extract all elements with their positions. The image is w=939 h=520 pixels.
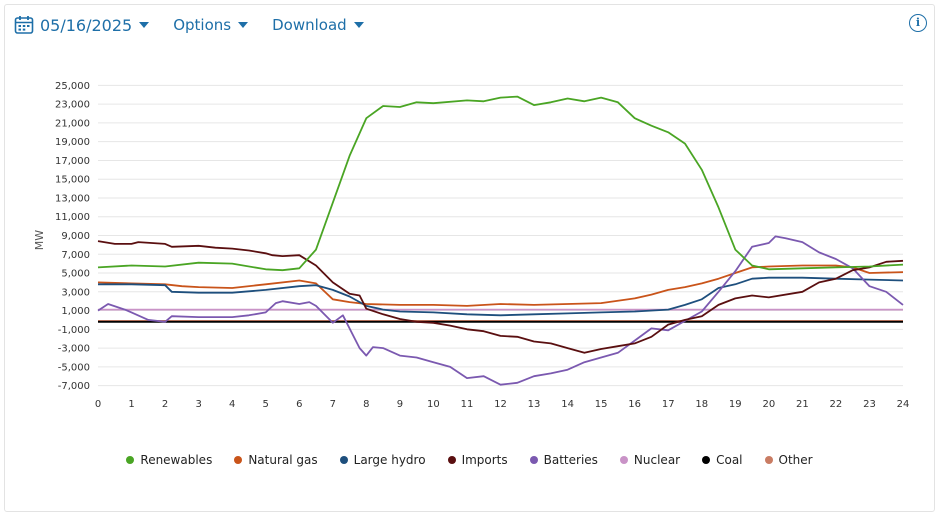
x-tick-label: 11 — [461, 399, 474, 410]
legend-item-renewables[interactable]: Renewables — [126, 453, 212, 467]
x-tick-label: 24 — [897, 399, 910, 410]
x-tick-label: 14 — [561, 399, 574, 410]
y-tick-label: 19,000 — [55, 137, 90, 148]
chevron-down-icon — [139, 22, 150, 28]
y-tick-label: -7,000 — [58, 381, 90, 392]
x-tick-label: 1 — [128, 399, 134, 410]
y-tick-label: -1,000 — [58, 325, 90, 336]
options-button[interactable]: Options — [173, 16, 249, 34]
series-line-renewables — [97, 95, 904, 272]
x-tick-label: 15 — [595, 399, 608, 410]
x-tick-label: 7 — [330, 399, 336, 410]
x-tick-label: 17 — [662, 399, 675, 410]
legend-item-nuclear[interactable]: Nuclear — [619, 453, 681, 467]
y-tick-label: 11,000 — [55, 212, 90, 223]
legend-marker — [447, 456, 456, 464]
y-axis-ticks: -7,000 -5,000 -3,000 -1,000 1,000 3,000 5,000 7… — [55, 81, 90, 392]
legend-label: Natural gas — [248, 453, 318, 467]
y-tick-label: 3,000 — [61, 287, 90, 298]
series-lines — [97, 95, 904, 386]
x-tick-label: 2 — [162, 399, 168, 410]
x-tick-label: 4 — [229, 399, 235, 410]
legend-item-coal[interactable]: Coal — [702, 453, 743, 467]
legend-label: Other — [778, 453, 813, 467]
info-icon[interactable]: i — [909, 14, 927, 32]
legend-marker — [529, 456, 538, 464]
toolbar: 05/16/2025 Options Download — [14, 10, 388, 40]
legend-marker — [339, 456, 348, 464]
x-tick-label: 23 — [863, 399, 876, 410]
legend-label: Nuclear — [633, 453, 681, 467]
legend-label: Coal — [716, 453, 743, 467]
options-label: Options — [173, 16, 232, 34]
series-line-imports — [97, 240, 904, 354]
x-tick-label: 16 — [628, 399, 641, 410]
legend-label: Renewables — [140, 453, 213, 467]
download-button[interactable]: Download — [272, 16, 364, 34]
legend: Renewables Natural gas Large hydro Imports B… — [0, 453, 939, 467]
y-tick-label: -5,000 — [58, 362, 90, 373]
x-tick-label: 8 — [363, 399, 369, 410]
calendar-icon — [14, 16, 34, 34]
legend-item-other[interactable]: Other — [764, 453, 813, 467]
y-tick-label: 1,000 — [61, 306, 90, 317]
series-line-batteries — [97, 235, 904, 386]
legend-item-imports[interactable]: Imports — [447, 453, 508, 467]
legend-label: Imports — [461, 453, 508, 467]
y-tick-label: 15,000 — [55, 175, 90, 186]
x-axis-ticks: 0 1 2 3 4 5 6 7 8 9 10 11 12 13 14 15 16 17 18 19 20 21 22 23 24 — [95, 399, 910, 410]
legend-label: Batteries — [543, 453, 598, 467]
x-tick-label: 21 — [796, 399, 809, 410]
date-label: 05/16/2025 — [40, 15, 133, 35]
download-label: Download — [272, 16, 347, 34]
x-tick-label: 20 — [762, 399, 775, 410]
y-tick-label: 17,000 — [55, 156, 90, 167]
legend-marker — [619, 456, 628, 464]
legend-item-large-hydro[interactable]: Large hydro — [339, 453, 426, 467]
x-tick-label: 5 — [263, 399, 269, 410]
y-tick-label: -3,000 — [58, 344, 90, 355]
legend-marker — [126, 456, 135, 464]
y-tick-label: 23,000 — [55, 100, 90, 111]
legend-label: Large hydro — [353, 453, 426, 467]
legend-marker — [702, 456, 711, 464]
x-tick-label: 19 — [729, 399, 742, 410]
x-tick-label: 10 — [427, 399, 440, 410]
series-line-natural-gas — [97, 264, 904, 307]
y-tick-label: 9,000 — [61, 231, 90, 242]
x-tick-label: 12 — [494, 399, 507, 410]
x-tick-label: 22 — [830, 399, 843, 410]
line-chart: -7,000 -5,000 -3,000 -1,000 1,000 3,000 5,000 7… — [33, 81, 910, 410]
date-picker[interactable]: 05/16/2025 — [14, 15, 150, 35]
y-axis-label: MW — [33, 230, 46, 250]
x-tick-label: 18 — [695, 399, 708, 410]
x-tick-label: 9 — [397, 399, 403, 410]
legend-marker — [764, 456, 773, 464]
chevron-down-icon — [238, 22, 249, 28]
series-line-large-hydro — [98, 276, 904, 317]
legend-item-natural-gas[interactable]: Natural gas — [234, 453, 318, 467]
y-tick-label: 13,000 — [55, 193, 90, 204]
x-tick-label: 13 — [528, 399, 541, 410]
y-tick-label: 21,000 — [55, 118, 90, 129]
grid-lines — [98, 84, 903, 387]
y-tick-label: 7,000 — [61, 250, 90, 261]
y-tick-label: 5,000 — [61, 269, 90, 280]
y-tick-label: 25,000 — [55, 81, 90, 92]
chevron-down-icon — [353, 22, 364, 28]
chart-card — [4, 4, 935, 512]
x-tick-label: 6 — [296, 399, 302, 410]
x-tick-label: 0 — [95, 399, 101, 410]
legend-marker — [234, 456, 243, 464]
x-tick-label: 3 — [195, 399, 201, 410]
legend-item-batteries[interactable]: Batteries — [529, 453, 598, 467]
